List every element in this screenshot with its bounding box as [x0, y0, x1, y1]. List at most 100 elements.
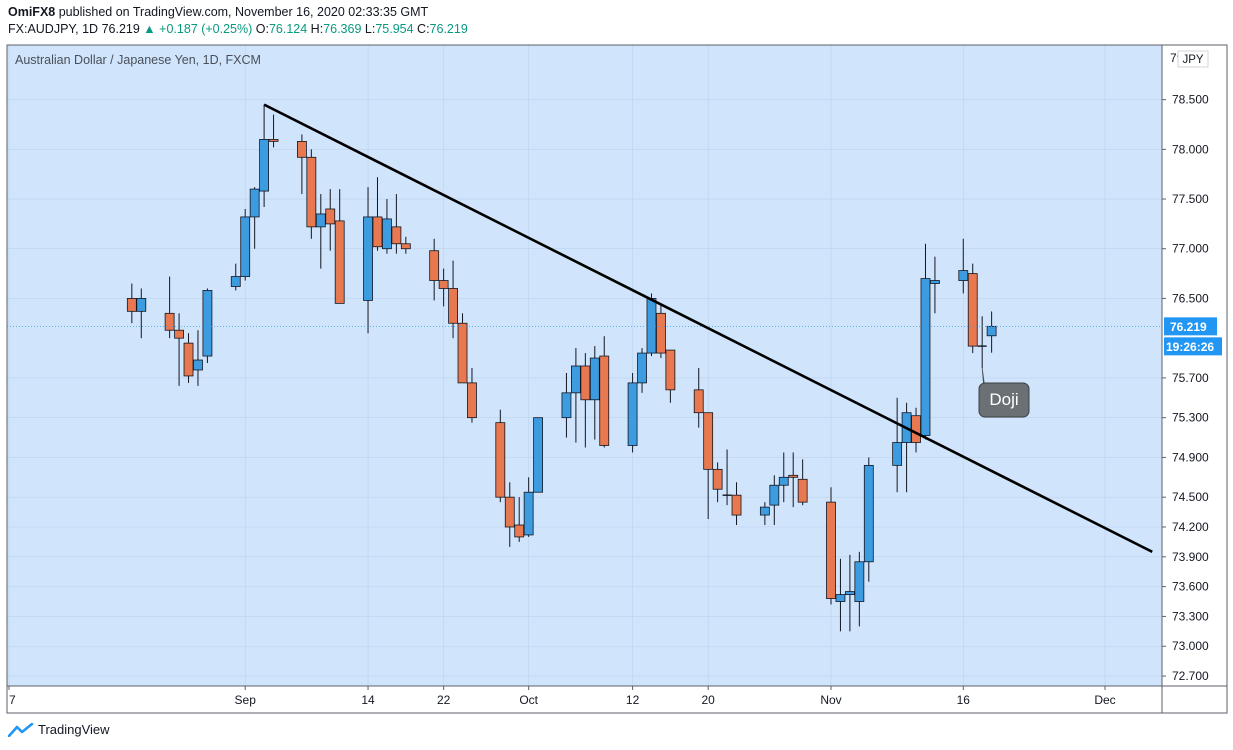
candle	[391, 194, 402, 254]
time-axis[interactable]: 7 Sep 14 22 Oct 12 20 Nov 16 Dec	[8, 686, 1116, 707]
candle-body	[693, 389, 704, 414]
candle-body	[826, 501, 836, 599]
price-axis-bg	[1162, 45, 1227, 686]
published-text: published on TradingView.com, November 1…	[58, 5, 429, 19]
plot-area[interactable]	[7, 45, 1162, 686]
candle	[977, 316, 987, 368]
close-value: 76.219	[429, 22, 468, 36]
candle-body	[911, 415, 921, 443]
callout-box[interactable]	[978, 382, 1030, 418]
footer-brand: TradingView	[38, 722, 110, 737]
symbol-ohlc-line: FX:AUDJPY, 1D 76.219 ▲ +0.187 (+0.25%) O…	[8, 22, 468, 36]
price-axis[interactable]: 79 JPY78.50078.00077.50077.00076.50075.70…	[1162, 45, 1227, 686]
x-tick-label: 22	[437, 693, 451, 707]
candle	[164, 276, 175, 339]
y-tick-label: 76.500	[1172, 291, 1209, 305]
candle-body	[174, 329, 184, 339]
candle	[504, 482, 515, 547]
candle-body	[249, 188, 260, 218]
candle	[580, 353, 591, 448]
candle	[533, 417, 544, 493]
candle-body	[400, 243, 411, 250]
candle	[693, 367, 704, 428]
candle-body	[164, 312, 175, 331]
candle	[911, 407, 921, 453]
candle-body	[854, 561, 865, 602]
candle-body	[126, 298, 137, 312]
candle	[854, 551, 865, 627]
tradingview-logo-icon	[8, 722, 34, 737]
candle-body	[230, 276, 241, 287]
y-tick-label: 78.000	[1172, 142, 1209, 156]
candle	[334, 189, 345, 304]
candle	[514, 497, 525, 542]
candle	[788, 452, 799, 508]
countdown-label: 19:26:26	[1166, 340, 1214, 354]
candle-body	[986, 325, 997, 337]
close-label: C:	[417, 22, 430, 36]
candle-body	[334, 220, 345, 304]
candle-body	[533, 417, 544, 493]
candle-body	[202, 290, 213, 357]
candle	[400, 236, 411, 254]
x-tick-label: 16	[957, 693, 971, 707]
candle	[259, 104, 270, 207]
candle-body	[958, 270, 969, 281]
y-tick-label: 77.500	[1172, 192, 1209, 206]
y-tick-label: 75.300	[1172, 411, 1209, 425]
candle	[863, 457, 874, 582]
candle	[712, 462, 723, 503]
candle	[835, 558, 846, 632]
candle	[627, 372, 638, 453]
last-price-tag-label: 76.219	[1170, 320, 1207, 334]
candle-body	[844, 591, 855, 595]
price-change: +0.187 (+0.25%)	[159, 22, 253, 36]
y-tick-label: 74.900	[1172, 450, 1209, 464]
candle	[892, 397, 903, 493]
candle-body	[656, 312, 666, 354]
candle-body	[514, 524, 525, 538]
candle	[646, 293, 657, 357]
currency-label: JPY	[1182, 54, 1203, 66]
candle	[495, 409, 506, 503]
candle	[844, 554, 855, 632]
candle	[230, 263, 241, 291]
candle-body	[240, 216, 251, 277]
y-tick-label: 73.300	[1172, 609, 1209, 623]
candle-body	[646, 298, 657, 354]
publisher-name[interactable]: OmiFX8	[8, 5, 56, 19]
x-tick-label: Nov	[820, 693, 841, 707]
x-tick-label: 12	[626, 693, 640, 707]
candle	[589, 346, 600, 440]
high-value: 76.369	[323, 22, 362, 36]
candle	[429, 238, 440, 301]
candle	[315, 194, 326, 269]
x-tick-label: Dec	[1094, 693, 1115, 707]
countdown-tag	[1164, 337, 1222, 356]
candle-body	[268, 139, 279, 142]
y-tick-label: 73.900	[1172, 550, 1209, 564]
candle-body	[712, 468, 723, 490]
candle-body	[259, 139, 270, 192]
candle	[722, 449, 732, 506]
candle-body	[306, 156, 317, 228]
candle	[363, 187, 373, 334]
candle-body	[637, 352, 647, 384]
callout-label: Doji	[989, 390, 1018, 409]
candle-body	[372, 216, 383, 248]
candle-body	[193, 359, 203, 371]
footer[interactable]: TradingView	[8, 722, 110, 737]
y-tick-label: 73.600	[1172, 580, 1209, 594]
candle	[826, 487, 836, 605]
candle-body	[296, 140, 307, 158]
candle-body	[438, 280, 449, 289]
x-tick-label: Oct	[519, 693, 538, 707]
candle-body	[665, 349, 676, 391]
candle-body	[561, 392, 572, 419]
candle-body	[448, 288, 458, 324]
x-tick-label: 20	[701, 693, 715, 707]
open-label: O:	[255, 22, 269, 36]
trendline[interactable]	[263, 103, 1153, 553]
candle-body	[429, 250, 440, 281]
